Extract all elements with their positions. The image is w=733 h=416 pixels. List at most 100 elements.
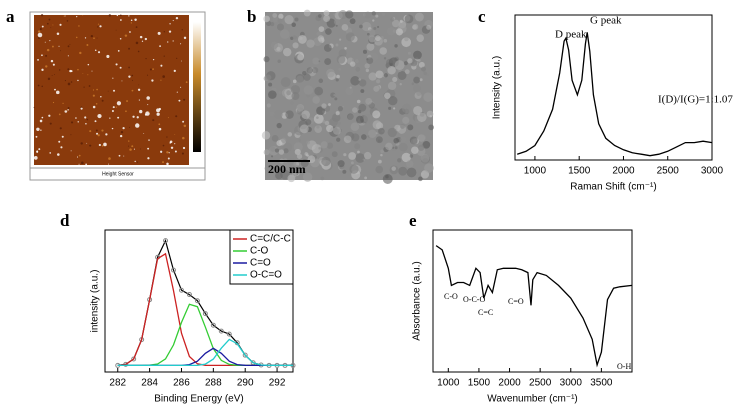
sem-grain	[351, 133, 360, 142]
sem-grain	[273, 109, 283, 119]
afm-grain	[111, 110, 114, 113]
sem-grain	[419, 78, 423, 82]
afm-grain	[52, 63, 55, 66]
afm-grain	[149, 68, 152, 71]
sem-grain	[370, 84, 381, 94]
afm-grain	[175, 16, 179, 20]
y-axis-label: Intensity (a.u.)	[492, 56, 503, 119]
afm-grain	[108, 14, 112, 17]
sem-grain	[296, 104, 305, 112]
sem-grain	[407, 58, 413, 64]
afm-grain	[79, 51, 82, 55]
afm-grain	[158, 123, 161, 126]
afm-grain	[80, 142, 83, 145]
afm-grain	[125, 110, 127, 113]
afm-grain	[174, 143, 176, 145]
afm-grain	[84, 116, 87, 119]
afm-grain	[97, 134, 100, 137]
sem-grain	[339, 38, 342, 41]
sem-grain	[336, 55, 346, 64]
sem-grain	[306, 140, 310, 145]
afm-grain	[180, 60, 182, 62]
afm-grain	[141, 40, 144, 42]
afm-grain	[137, 88, 141, 91]
sem-grain	[413, 50, 422, 60]
afm-grain	[95, 129, 98, 132]
afm-grain	[90, 34, 94, 38]
sem-grain	[372, 19, 375, 22]
afm-grain	[182, 120, 185, 123]
sem-grain	[355, 153, 365, 163]
sem-grain	[316, 106, 325, 116]
x-tick-label: 2000	[612, 166, 635, 177]
sem-grain	[296, 153, 303, 159]
sem-grain	[281, 137, 287, 144]
x-tick-label: 3500	[590, 378, 613, 389]
afm-grain	[40, 14, 44, 17]
afm-grain	[38, 37, 40, 39]
x-tick-label: 3000	[560, 378, 583, 389]
sem-grain	[283, 47, 292, 57]
sem-grain	[401, 152, 411, 163]
afm-grain	[60, 50, 62, 52]
afm-grain	[99, 25, 102, 28]
sem-grain	[358, 79, 367, 87]
afm-grain	[119, 134, 123, 138]
sem-grain	[337, 160, 345, 168]
sem-grain	[394, 60, 405, 71]
afm-grain	[89, 130, 92, 133]
sem-grain	[354, 59, 359, 63]
afm-grain	[160, 150, 163, 153]
afm-grain	[119, 14, 122, 17]
sem-grain	[393, 137, 400, 144]
sem-grain	[390, 17, 395, 22]
annotation: D peak	[555, 29, 587, 41]
afm-grain	[111, 127, 114, 130]
panel-letter: d	[60, 211, 70, 230]
panel-letter: b	[247, 7, 256, 26]
series-line	[516, 32, 713, 157]
afm-grain	[37, 30, 41, 33]
sem-grain	[350, 122, 360, 132]
sem-grain	[331, 151, 338, 158]
afm-grain	[158, 127, 162, 131]
sem-grain	[302, 172, 313, 182]
sem-grain	[368, 129, 377, 138]
afm-grain	[36, 127, 40, 132]
sem-grain	[348, 152, 357, 160]
sem-grain	[337, 106, 344, 112]
afm-grain	[183, 36, 187, 40]
sem-grain	[395, 28, 403, 36]
sem-grain	[426, 73, 429, 77]
sem-grain	[365, 97, 373, 105]
afm-grain	[101, 99, 104, 102]
series-line	[435, 245, 633, 368]
sem-grain	[376, 25, 380, 29]
afm-grain	[139, 35, 143, 39]
sem-grain	[385, 142, 393, 151]
sem-grain	[296, 75, 304, 83]
afm-grain	[168, 152, 170, 154]
sem-grain	[294, 148, 301, 155]
sem-grain	[280, 77, 291, 88]
sem-grain	[338, 10, 348, 20]
sem-grain	[349, 164, 359, 174]
sem-grain	[397, 70, 407, 80]
afm-grain	[97, 26, 99, 28]
sem-grain	[297, 34, 307, 44]
sem-grain	[326, 124, 334, 133]
sem-grain	[334, 97, 338, 101]
sem-grain	[366, 42, 375, 51]
afm-grain	[108, 157, 111, 160]
afm-grain	[57, 153, 60, 156]
afm-grain	[112, 106, 115, 109]
sem-grain	[401, 37, 412, 48]
afm-grain	[40, 129, 42, 131]
afm-grain	[162, 161, 165, 164]
afm-grain	[59, 127, 62, 130]
sem-grain	[352, 107, 358, 113]
afm-grain	[41, 85, 43, 88]
afm-grain	[94, 120, 97, 123]
sem-grain	[268, 90, 277, 99]
data-point	[242, 352, 248, 358]
